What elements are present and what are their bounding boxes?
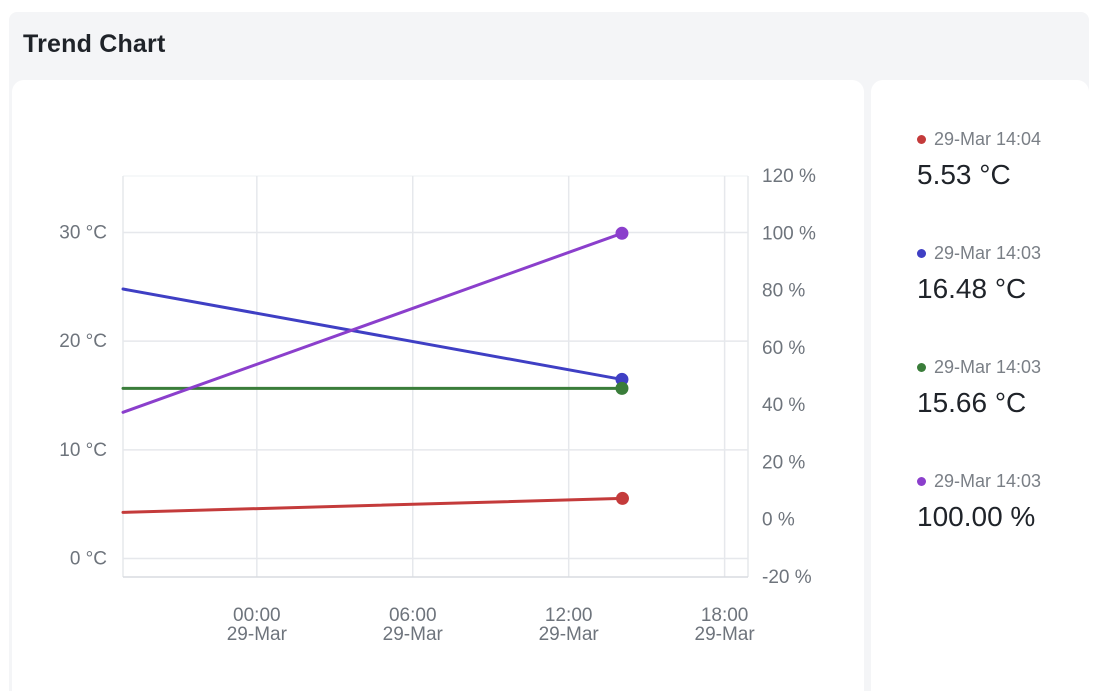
x-axis-tick-time: 12:00 <box>545 605 593 626</box>
right-axis-tick-label: 0 % <box>762 510 795 531</box>
legend-dot-icon <box>917 134 926 144</box>
left-axis-tick-label: 30 °C <box>59 223 107 244</box>
series-point-2[interactable] <box>615 372 629 386</box>
x-axis-tick-date: 29-Mar <box>383 624 444 645</box>
legend-time-row: 29-Mar 14:03 <box>917 242 1041 264</box>
legend-timestamp: 29-Mar 14:03 <box>934 470 1042 491</box>
legend-time-row: 29-Mar 14:03 <box>917 470 1041 492</box>
x-axis-tick-date: 29-Mar <box>227 624 288 645</box>
legend-time-row: 29-Mar 14:03 <box>917 356 1041 378</box>
chart-card: 0 °C 10 °C 20 °C 30 °C -20 % 0 % 20 % 40 % 60 % 8… <box>12 80 864 691</box>
legend-dot-icon <box>917 476 926 486</box>
series-point-3[interactable] <box>615 381 629 395</box>
legend-item[interactable]: 29-Mar 14:03 100.00 % <box>917 470 1041 533</box>
x-axis-tick-date: 29-Mar <box>695 624 756 645</box>
x-axis-tick-time: 18:00 <box>701 605 749 626</box>
right-axis-tick-label: 100 % <box>762 223 816 244</box>
legend-timestamp: 29-Mar 14:04 <box>934 128 1042 149</box>
series-line-2[interactable] <box>121 287 624 381</box>
left-axis-tick-label: 10 °C <box>59 440 107 461</box>
legend-dot-icon <box>917 248 926 258</box>
legend-item[interactable]: 29-Mar 14:04 5.53 °C <box>917 128 1041 191</box>
series-point-4[interactable] <box>615 226 629 240</box>
x-axis-tick-time: 00:00 <box>233 605 281 626</box>
x-axis-tick-date: 29-Mar <box>539 624 600 645</box>
legend-item[interactable]: 29-Mar 14:03 16.48 °C <box>917 242 1041 305</box>
right-axis-tick-label: 60 % <box>762 338 805 359</box>
right-axis-tick-label: 40 % <box>762 395 805 416</box>
legend-value: 5.53 °C <box>917 159 1011 190</box>
trend-chart[interactable]: 0 °C 10 °C 20 °C 30 °C -20 % 0 % 20 % 40 % 60 % 8… <box>12 80 864 691</box>
series-point-1[interactable] <box>615 491 629 505</box>
legend-card: 29-Mar 14:04 5.53 °C 29-Mar 14:03 16.48 … <box>871 80 1089 691</box>
right-axis-tick-label: 120 % <box>762 166 816 187</box>
legend-value: 100.00 % <box>917 501 1036 532</box>
legend-item[interactable]: 29-Mar 14:03 15.66 °C <box>917 356 1041 419</box>
legend-timestamp: 29-Mar 14:03 <box>934 242 1042 263</box>
right-axis-tick-label: 20 % <box>762 452 805 473</box>
left-axis-tick-label: 20 °C <box>59 331 107 352</box>
widget-title: Trend Chart <box>23 30 166 58</box>
right-axis-tick-label: 80 % <box>762 281 805 302</box>
legend-time-row: 29-Mar 14:04 <box>917 128 1041 150</box>
series-line-4[interactable] <box>121 231 624 414</box>
x-axis-tick-time: 06:00 <box>389 605 437 626</box>
legend-value: 15.66 °C <box>917 387 1027 418</box>
series-line-1[interactable] <box>121 496 624 514</box>
left-axis-tick-label: 0 °C <box>70 549 107 570</box>
legend-dot-icon <box>917 362 926 372</box>
right-axis-tick-label: -20 % <box>762 567 812 588</box>
legend-timestamp: 29-Mar 14:03 <box>934 356 1042 377</box>
legend-value: 16.48 °C <box>917 273 1027 304</box>
